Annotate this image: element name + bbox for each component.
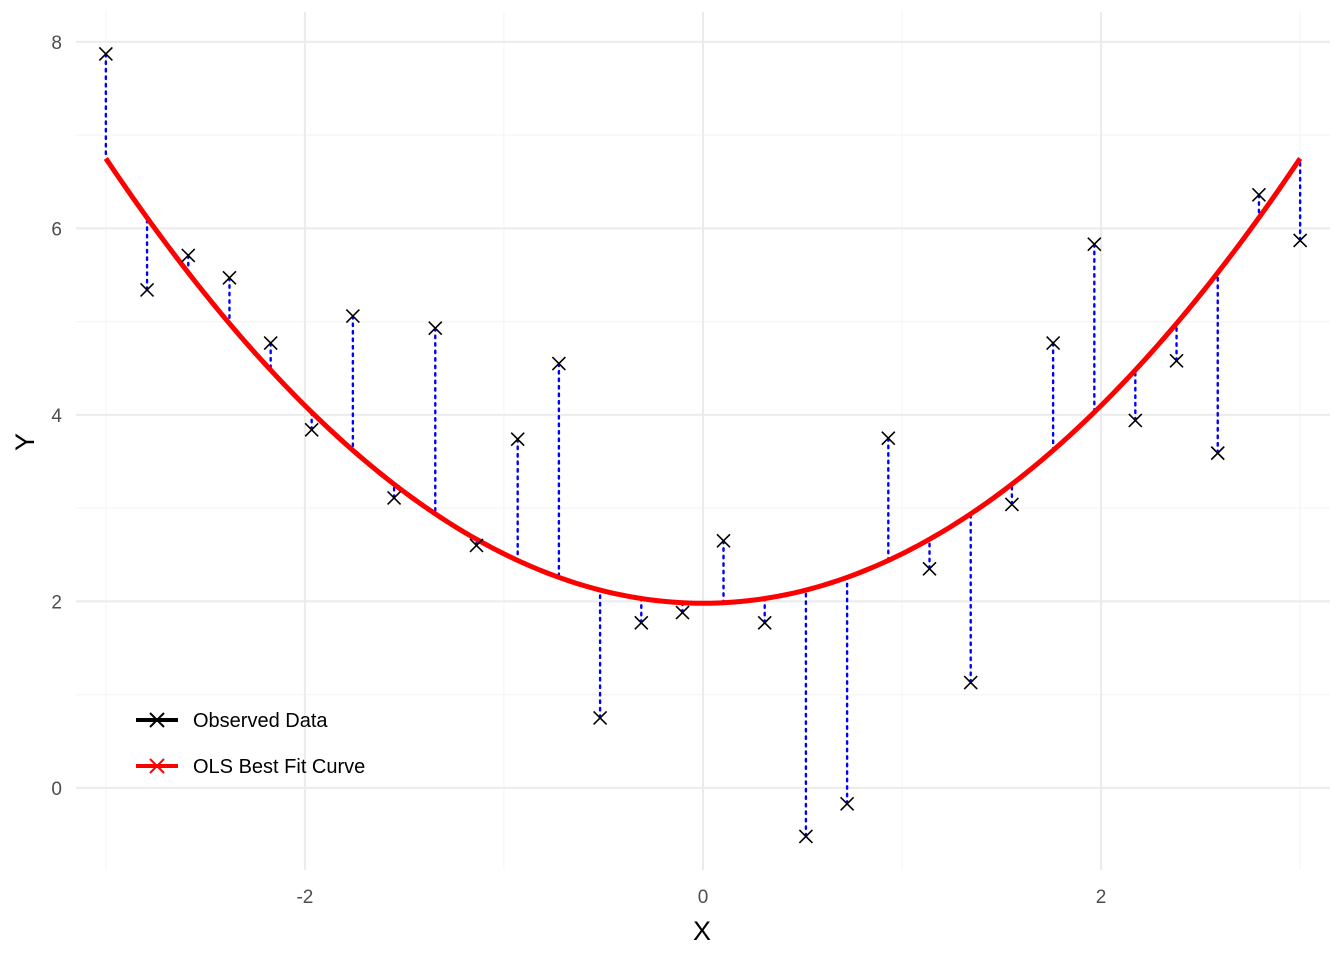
y-tick-label: 0 [51, 779, 62, 800]
data-point [675, 605, 690, 620]
legend-label-fit: OLS Best Fit Curve [193, 756, 365, 778]
data-point [222, 270, 237, 285]
data-point [922, 561, 937, 576]
data-point [551, 356, 566, 371]
data-point [428, 321, 443, 336]
data-point [469, 538, 484, 553]
legend-item-fit: OLS Best Fit Curve [136, 756, 365, 778]
y-tick-label: 8 [51, 33, 62, 54]
data-point [1251, 187, 1267, 202]
x-tick-label: -2 [296, 887, 313, 908]
y-tick-label: 4 [51, 406, 62, 427]
data-point [1210, 446, 1225, 461]
legend-swatch-fit-x [149, 758, 165, 774]
fit-curve-layer [103, 157, 1303, 606]
data-point [304, 422, 319, 437]
x-tick-label: 0 [698, 887, 709, 908]
legend: Observed Data OLS Best Fit Curve [136, 710, 365, 778]
data-point [98, 46, 113, 62]
x-axis-title: X [693, 916, 711, 946]
data-point [263, 336, 278, 351]
x-tick-label: 2 [1096, 887, 1107, 908]
data-point [757, 615, 772, 630]
ols-fit-curve [103, 157, 1303, 606]
data-point [634, 615, 649, 630]
observed-points [98, 46, 1308, 844]
legend-swatch-observed-x [149, 712, 165, 728]
y-tick-label: 2 [51, 592, 62, 613]
legend-label-observed: Observed Data [193, 710, 328, 732]
legend-item-observed: Observed Data [136, 710, 328, 732]
data-point [593, 710, 608, 726]
data-point [1087, 237, 1102, 252]
x-axis-tick-labels: -2 0 2 [296, 887, 1106, 908]
data-point [716, 533, 731, 548]
data-point [963, 675, 978, 690]
major-gridlines [76, 12, 1330, 870]
data-point [881, 431, 896, 446]
data-point [1128, 413, 1143, 428]
data-point [510, 432, 525, 447]
data-point [1004, 497, 1019, 512]
data-point [798, 829, 813, 844]
y-axis-tick-labels: 0 2 4 6 8 [51, 33, 62, 800]
data-point [181, 248, 196, 263]
data-point [139, 282, 155, 297]
data-point [387, 490, 402, 505]
data-point [1169, 353, 1184, 368]
y-tick-label: 6 [51, 219, 62, 240]
y-axis-title: Y [10, 433, 40, 451]
data-point [1293, 233, 1308, 248]
data-point [840, 796, 855, 811]
data-point [345, 308, 360, 324]
data-point [1046, 336, 1061, 351]
